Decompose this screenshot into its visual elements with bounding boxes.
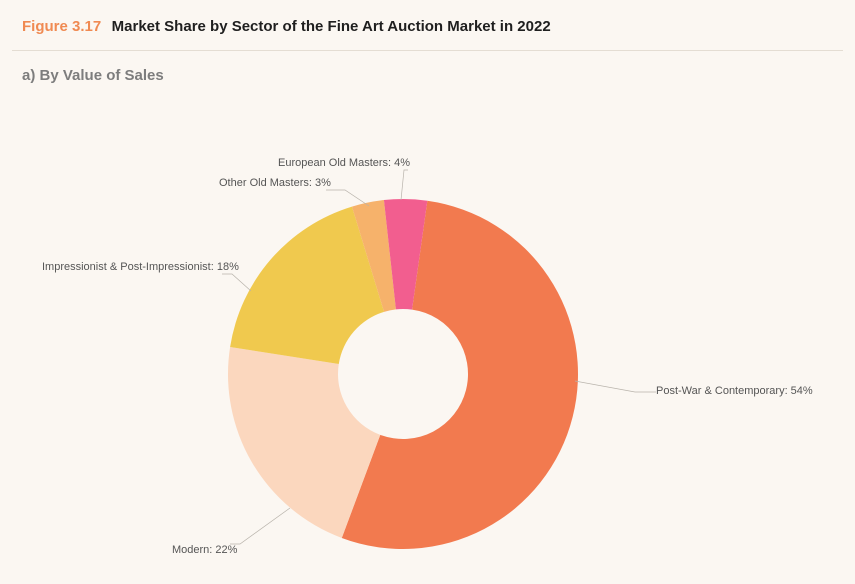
slice-label: Post-War & Contemporary: 54% <box>656 385 813 397</box>
donut-chart: Post-War & Contemporary: 54% Modern: 22% I… <box>0 84 855 584</box>
figure-header: Figure 3.17 Market Share by Sector of th… <box>0 0 855 50</box>
slice-label: Other Old Masters: 3% <box>219 177 331 189</box>
slice-label: European Old Masters: 4% <box>278 157 410 169</box>
slice-label: Modern: 22% <box>172 544 237 556</box>
subhead: a) By Value of Sales <box>0 51 855 84</box>
figure-label: Figure 3.17 <box>22 18 101 35</box>
figure-title: Market Share by Sector of the Fine Art A… <box>112 18 551 35</box>
slice-label: Impressionist & Post-Impressionist: 18% <box>42 261 239 273</box>
donut-svg <box>224 195 582 553</box>
leader-line <box>575 381 656 392</box>
